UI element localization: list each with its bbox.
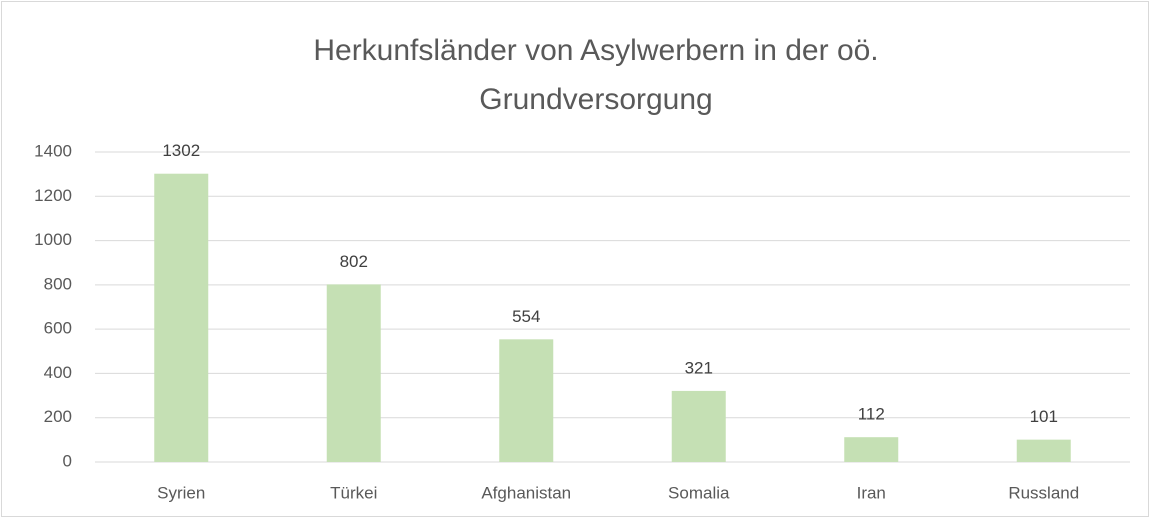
y-tick-label: 1200 xyxy=(34,186,72,205)
y-tick-label: 800 xyxy=(44,274,72,293)
data-label: 101 xyxy=(1030,407,1058,426)
data-label: 321 xyxy=(685,358,713,377)
bar xyxy=(326,284,381,462)
x-tick-label: Somalia xyxy=(668,483,730,502)
y-tick-label: 0 xyxy=(63,451,72,470)
bar xyxy=(671,390,726,462)
x-tick-label: Syrien xyxy=(157,483,205,502)
bar xyxy=(154,173,209,462)
chart-title: Grundversorgung xyxy=(479,83,712,116)
data-label: 1302 xyxy=(162,141,200,160)
y-tick-label: 1000 xyxy=(34,230,72,249)
x-tick-label: Russland xyxy=(1008,483,1079,502)
chart-title: Herkunfsländer von Asylwerbern in der oö… xyxy=(313,34,878,67)
bar xyxy=(499,339,554,462)
x-tick-label: Iran xyxy=(857,483,886,502)
x-tick-label: Türkei xyxy=(330,483,377,502)
bar xyxy=(844,437,899,462)
y-tick-label: 600 xyxy=(44,319,72,338)
data-label: 112 xyxy=(858,405,885,424)
y-tick-label: 400 xyxy=(44,363,72,382)
x-tick-label: Afghanistan xyxy=(481,483,571,502)
bar xyxy=(1016,439,1071,462)
data-label: 554 xyxy=(512,307,540,326)
data-label: 802 xyxy=(340,252,368,271)
y-tick-label: 1400 xyxy=(34,141,72,160)
y-tick-label: 200 xyxy=(44,407,72,426)
